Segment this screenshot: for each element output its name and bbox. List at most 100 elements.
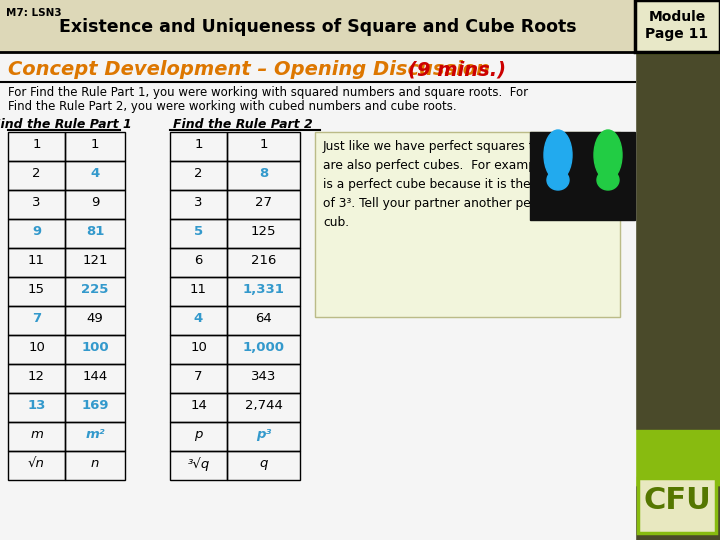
Bar — [227, 306, 300, 335]
Text: p³: p³ — [256, 428, 271, 441]
Bar — [170, 161, 227, 190]
Text: 4: 4 — [194, 312, 203, 325]
Bar — [65, 190, 125, 219]
Text: 125: 125 — [251, 225, 276, 238]
Bar — [0, 0, 635, 52]
Bar — [65, 364, 125, 393]
Bar — [227, 364, 300, 393]
Bar — [65, 451, 125, 480]
Text: 6: 6 — [194, 254, 203, 267]
Bar — [227, 451, 300, 480]
Bar — [65, 335, 125, 364]
Text: 64: 64 — [255, 312, 272, 325]
Bar — [315, 132, 620, 317]
Text: 9: 9 — [32, 225, 41, 238]
Text: 10: 10 — [28, 341, 45, 354]
Text: p: p — [194, 428, 203, 441]
Text: For Find the Rule Part 1, you were working with squared numbers and square roots: For Find the Rule Part 1, you were worki… — [8, 86, 528, 99]
Bar — [227, 190, 300, 219]
Text: M7: LSN3: M7: LSN3 — [6, 8, 62, 18]
Text: 169: 169 — [81, 399, 109, 412]
Bar — [170, 248, 227, 277]
Bar — [0, 52, 635, 540]
Text: 5: 5 — [194, 225, 203, 238]
Text: Find the Rule Part 2: Find the Rule Part 2 — [173, 118, 313, 131]
Bar — [8, 422, 65, 451]
Text: n: n — [91, 457, 99, 470]
Bar — [315, 132, 620, 317]
Bar — [8, 248, 65, 277]
Text: √n: √n — [28, 457, 45, 470]
Text: (9 mins.): (9 mins.) — [408, 60, 506, 79]
Bar — [170, 451, 227, 480]
Bar — [170, 190, 227, 219]
Text: 100: 100 — [81, 341, 109, 354]
Text: q: q — [259, 457, 268, 470]
Text: 27: 27 — [255, 196, 272, 209]
Text: 2: 2 — [194, 167, 203, 180]
Bar — [227, 132, 300, 161]
Bar — [8, 364, 65, 393]
Bar — [170, 306, 227, 335]
Bar — [8, 132, 65, 161]
Bar — [8, 393, 65, 422]
Text: Module: Module — [649, 10, 706, 24]
Bar — [65, 248, 125, 277]
Text: 216: 216 — [251, 254, 276, 267]
Bar — [8, 161, 65, 190]
Bar — [8, 306, 65, 335]
Bar — [227, 161, 300, 190]
Text: 225: 225 — [81, 283, 109, 296]
Text: 13: 13 — [27, 399, 45, 412]
Text: 11: 11 — [190, 283, 207, 296]
Bar — [170, 132, 227, 161]
Bar — [227, 335, 300, 364]
Bar — [227, 393, 300, 422]
Bar — [8, 451, 65, 480]
Bar — [8, 190, 65, 219]
Bar — [65, 422, 125, 451]
Text: 1,331: 1,331 — [243, 283, 284, 296]
Bar — [170, 219, 227, 248]
Bar — [635, 55, 720, 485]
Bar — [635, 0, 720, 52]
Bar — [170, 422, 227, 451]
Bar — [635, 55, 720, 430]
Bar — [638, 478, 716, 533]
Bar — [635, 0, 720, 52]
Ellipse shape — [594, 130, 622, 180]
Text: Page 11: Page 11 — [645, 27, 708, 41]
Bar — [227, 277, 300, 306]
Bar — [530, 132, 635, 220]
Bar — [170, 364, 227, 393]
Text: 1: 1 — [259, 138, 268, 151]
Text: 2,744: 2,744 — [245, 399, 282, 412]
Text: 1,000: 1,000 — [243, 341, 284, 354]
Text: 8: 8 — [259, 167, 268, 180]
Text: 9: 9 — [91, 196, 99, 209]
Bar — [170, 277, 227, 306]
Bar — [635, 430, 720, 485]
Text: 1: 1 — [194, 138, 203, 151]
Text: 3: 3 — [32, 196, 41, 209]
Text: 1: 1 — [32, 138, 41, 151]
Text: Just like we have perfect squares there
are also perfect cubes.  For example, 27: Just like we have perfect squares there … — [323, 140, 582, 229]
Text: ³√q: ³√q — [187, 457, 210, 471]
Bar — [170, 335, 227, 364]
Bar — [8, 219, 65, 248]
Text: 14: 14 — [190, 399, 207, 412]
Bar — [8, 277, 65, 306]
Text: 10: 10 — [190, 341, 207, 354]
Text: 121: 121 — [82, 254, 108, 267]
Bar — [227, 422, 300, 451]
Bar — [227, 248, 300, 277]
Text: 12: 12 — [28, 370, 45, 383]
Text: m²: m² — [85, 428, 104, 441]
Text: Concept Development – Opening Discussion: Concept Development – Opening Discussion — [8, 60, 497, 79]
Text: Find the Rule Part 1: Find the Rule Part 1 — [0, 118, 132, 131]
Text: 3: 3 — [194, 196, 203, 209]
Bar — [65, 306, 125, 335]
Text: 2: 2 — [32, 167, 41, 180]
Text: 343: 343 — [251, 370, 276, 383]
Bar — [65, 219, 125, 248]
